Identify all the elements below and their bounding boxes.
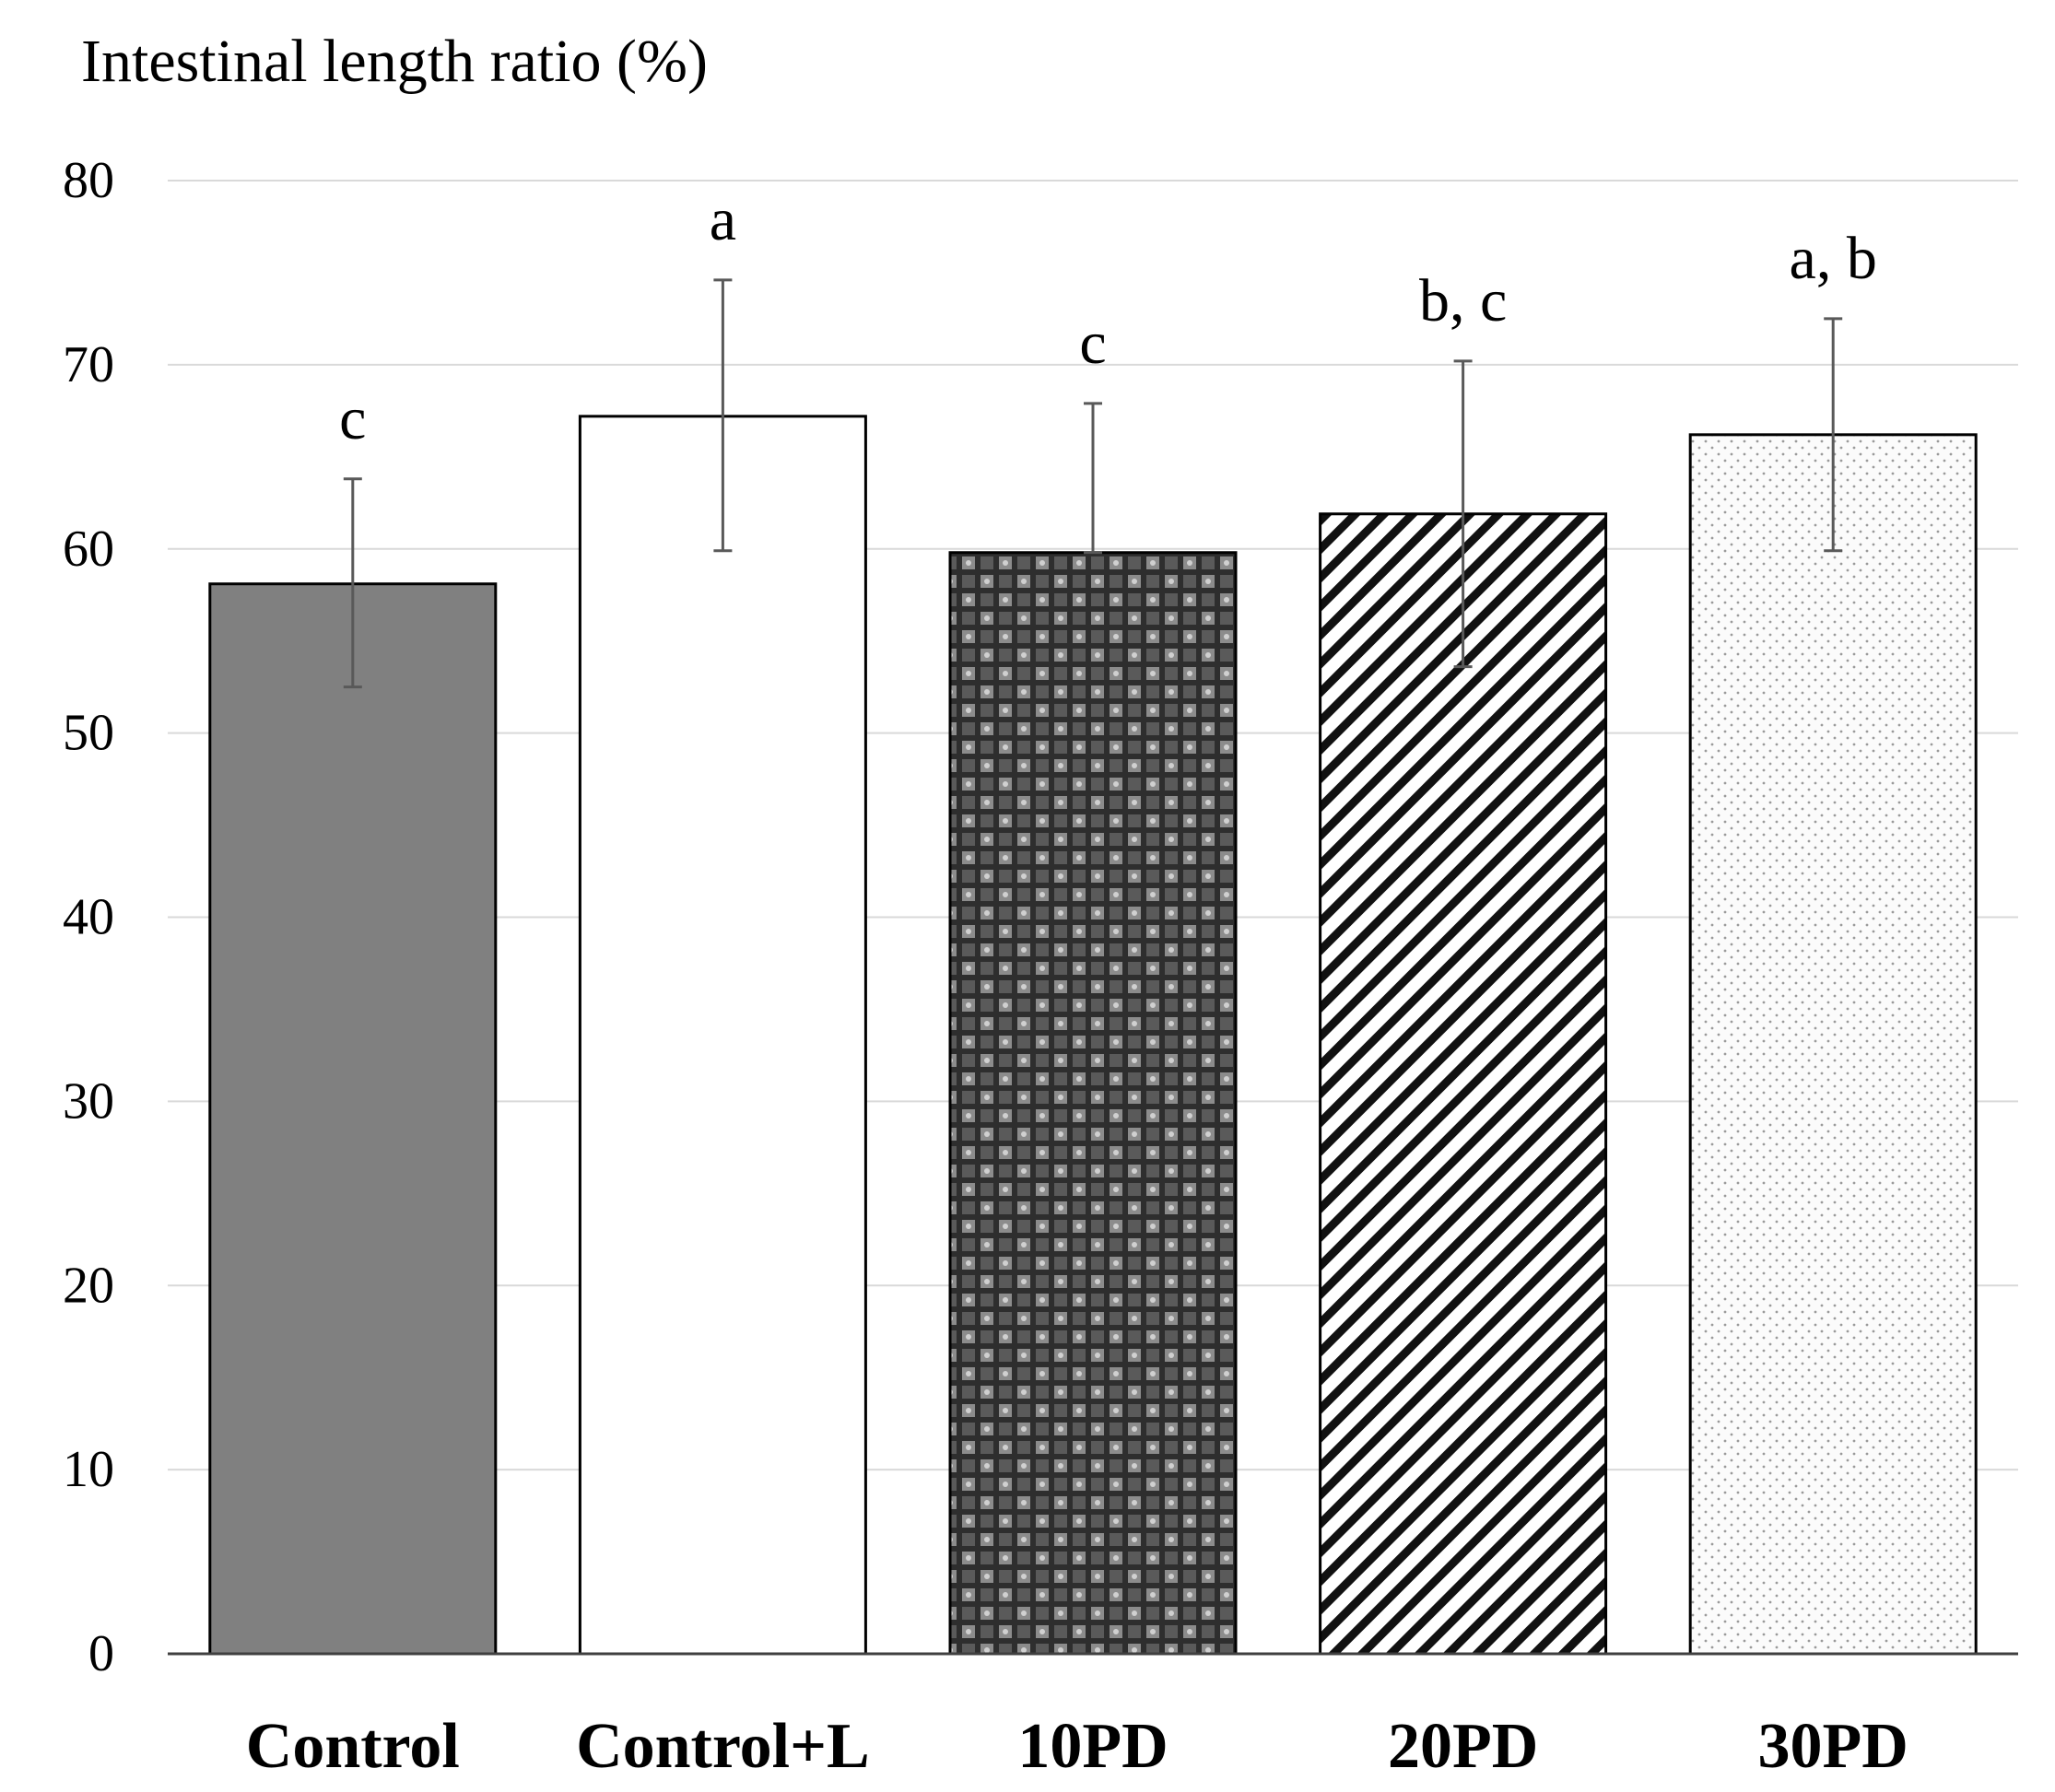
category-label: 10PD xyxy=(1017,1711,1168,1782)
bars xyxy=(208,415,1978,1656)
error-bar xyxy=(343,477,362,689)
significance-label: b, c xyxy=(1419,267,1507,334)
error-bar xyxy=(1453,359,1473,669)
error-bar xyxy=(1824,317,1843,553)
significance-label: c xyxy=(339,385,366,452)
category-label: 20PD xyxy=(1388,1711,1538,1782)
bar xyxy=(1319,512,1608,1656)
y-tick-label: 40 xyxy=(63,889,114,946)
y-axis-ticks: 0 10 20 30 40 50 60 70 80 xyxy=(63,152,114,1682)
y-tick-label: 20 xyxy=(63,1257,114,1314)
bar xyxy=(208,582,498,1656)
y-tick-label: 30 xyxy=(63,1072,114,1130)
category-label: Control+L xyxy=(576,1711,870,1782)
y-tick-label: 0 xyxy=(88,1625,114,1682)
significance-label: a, b xyxy=(1790,225,1877,292)
error-bars xyxy=(343,278,1843,689)
y-axis-title: Intestinal length ratio (%) xyxy=(81,28,708,95)
y-tick-label: 70 xyxy=(63,336,114,393)
bar xyxy=(578,415,867,1656)
x-axis-labels: Control Control+L 10PD 20PD 30PD xyxy=(246,1711,1908,1782)
bar xyxy=(1688,433,1978,1656)
y-tick-label: 10 xyxy=(63,1441,114,1498)
bar xyxy=(948,551,1238,1656)
y-tick-label: 60 xyxy=(63,521,114,578)
category-label: 30PD xyxy=(1758,1711,1908,1782)
y-tick-label: 50 xyxy=(63,705,114,762)
error-bar xyxy=(1084,402,1102,555)
error-bar xyxy=(713,278,733,553)
y-tick-label: 80 xyxy=(63,152,114,209)
significance-label: c xyxy=(1079,310,1106,377)
significance-label: a xyxy=(710,186,736,253)
category-label: Control xyxy=(246,1711,460,1782)
significance-labels: c a c b, c a, b xyxy=(339,186,1877,452)
